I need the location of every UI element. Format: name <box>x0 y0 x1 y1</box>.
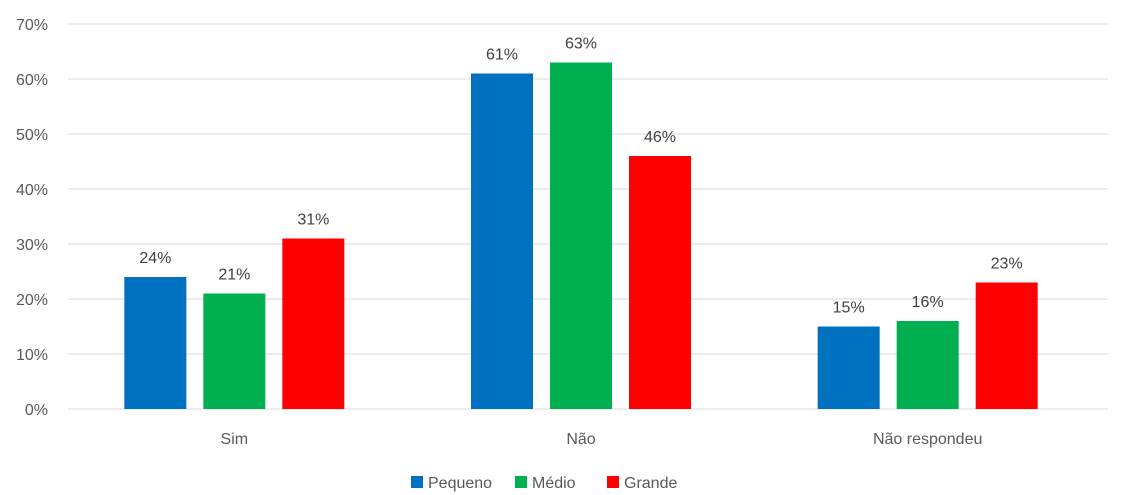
legend-swatch-pequeno <box>411 476 423 488</box>
data-label: 46% <box>644 129 676 146</box>
bar-pequeno-1 <box>471 73 533 409</box>
y-tick-label: 10% <box>16 347 48 364</box>
x-axis-category-labels: Sim Não Não respondeu <box>221 431 983 448</box>
bar-pequeno-2 <box>817 326 880 409</box>
y-tick-label: 30% <box>16 237 48 254</box>
y-axis-tick-labels: 0% 10% 20% 30% 40% 50% 60% 70% <box>16 17 48 419</box>
y-tick-label: 20% <box>16 292 48 309</box>
y-tick-label: 0% <box>25 402 48 419</box>
data-label: 16% <box>912 294 944 311</box>
data-label: 31% <box>297 212 329 229</box>
data-label: 15% <box>833 300 865 317</box>
legend: Pequeno Médio Grande <box>411 475 677 492</box>
y-tick-label: 60% <box>16 72 48 89</box>
bars <box>124 62 1038 409</box>
x-category-label: Não <box>566 431 595 448</box>
bar-grande-0 <box>282 238 345 409</box>
data-label: 24% <box>139 250 171 267</box>
bar-grande-2 <box>975 282 1038 409</box>
legend-swatch-médio <box>515 476 527 488</box>
data-labels: 24% 21% 31% 61% 63% 46% 15% 16% 23% <box>139 36 1022 317</box>
y-tick-label: 50% <box>16 127 48 144</box>
legend-swatch-grande <box>607 476 619 488</box>
bar-médio-0 <box>203 293 266 409</box>
x-category-label: Não respondeu <box>873 431 982 448</box>
legend-label: Pequeno <box>428 475 492 492</box>
data-label: 21% <box>218 267 250 284</box>
x-category-label: Sim <box>221 431 249 448</box>
bar-pequeno-0 <box>124 277 187 409</box>
y-tick-label: 40% <box>16 182 48 199</box>
data-label: 23% <box>991 256 1023 273</box>
bar-médio-2 <box>896 321 959 409</box>
data-label: 61% <box>486 47 518 64</box>
y-tick-label: 70% <box>16 17 48 34</box>
bar-grande-1 <box>629 156 691 409</box>
legend-label: Médio <box>532 475 576 492</box>
legend-label: Grande <box>624 475 677 492</box>
data-label: 63% <box>565 36 597 53</box>
bar-médio-1 <box>550 62 612 409</box>
